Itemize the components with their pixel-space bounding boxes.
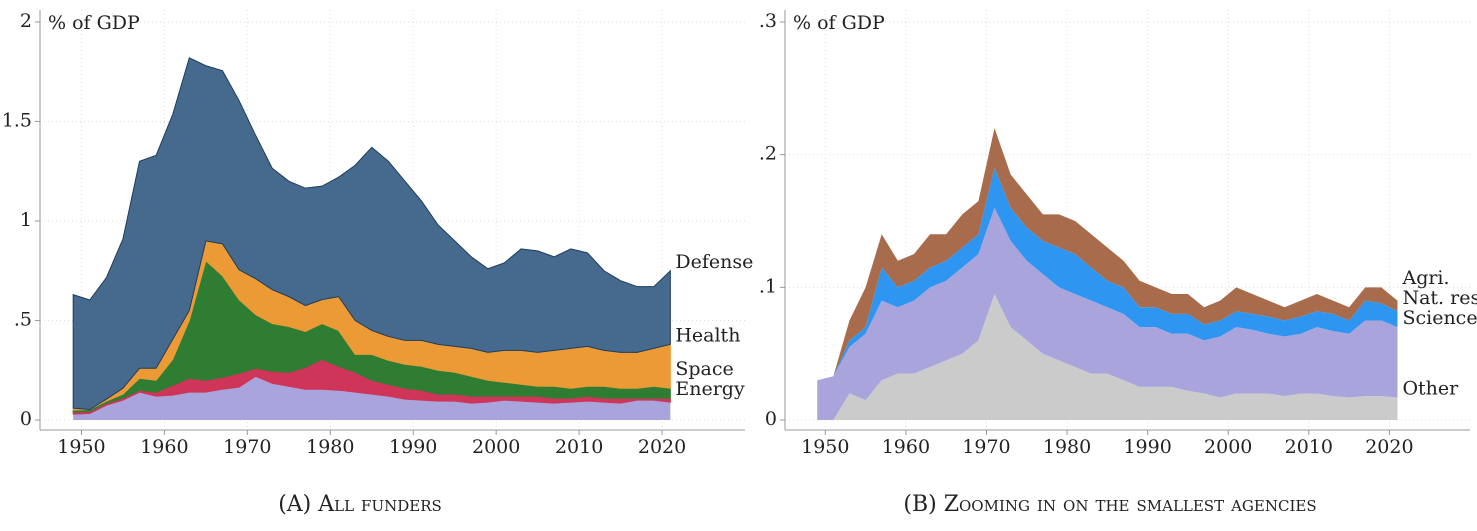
series-label: Energy [675,378,745,400]
caption: (A) All funders [278,492,442,517]
x-tick-label: 1990 [1123,436,1171,458]
x-tick-label: 1950 [801,436,849,458]
area [817,128,1398,381]
y-tick-label: 1 [20,209,32,231]
x-tick-label: 1960 [140,436,188,458]
x-tick-label: 2000 [1204,436,1252,458]
series-label: Agri. [1401,267,1449,289]
x-tick-label: 2010 [1285,436,1333,458]
y-tick-label: .5 [14,309,32,331]
x-tick-label: 1970 [223,436,271,458]
series-label: Defense [675,251,753,273]
series-label: Other [1402,377,1459,399]
series-label: Health [675,324,740,346]
x-tick-label: 1990 [389,436,437,458]
area [72,57,671,411]
y-tick-label: 1.5 [2,109,32,131]
area [817,167,1398,381]
x-tick-label: 1980 [1043,436,1091,458]
y-tick-label: .3 [759,10,777,32]
x-tick-label: 2000 [472,436,520,458]
series-label: Space [675,358,733,380]
x-tick-label: 1950 [57,436,105,458]
x-tick-label: 1960 [882,436,930,458]
y-axis-label: % of GDP [793,12,885,34]
area [817,293,1398,421]
x-tick-label: 2020 [1365,436,1413,458]
x-tick-label: 1980 [306,436,354,458]
area [73,376,671,421]
y-tick-label: 0 [20,408,32,430]
y-tick-label: .2 [759,143,777,165]
area [817,207,1398,421]
y-tick-label: 2 [20,10,32,32]
x-tick-label: 1970 [962,436,1010,458]
y-tick-label: 0 [765,408,777,430]
series-label: Nat. res. [1402,287,1477,309]
x-tick-label: 2020 [638,436,686,458]
y-tick-label: .1 [759,275,777,297]
x-tick-label: 2010 [555,436,603,458]
caption: (B) Zooming in on the smallest agencies [903,492,1316,517]
series-label: Science [1402,307,1477,329]
y-axis-label: % of GDP [48,12,140,34]
